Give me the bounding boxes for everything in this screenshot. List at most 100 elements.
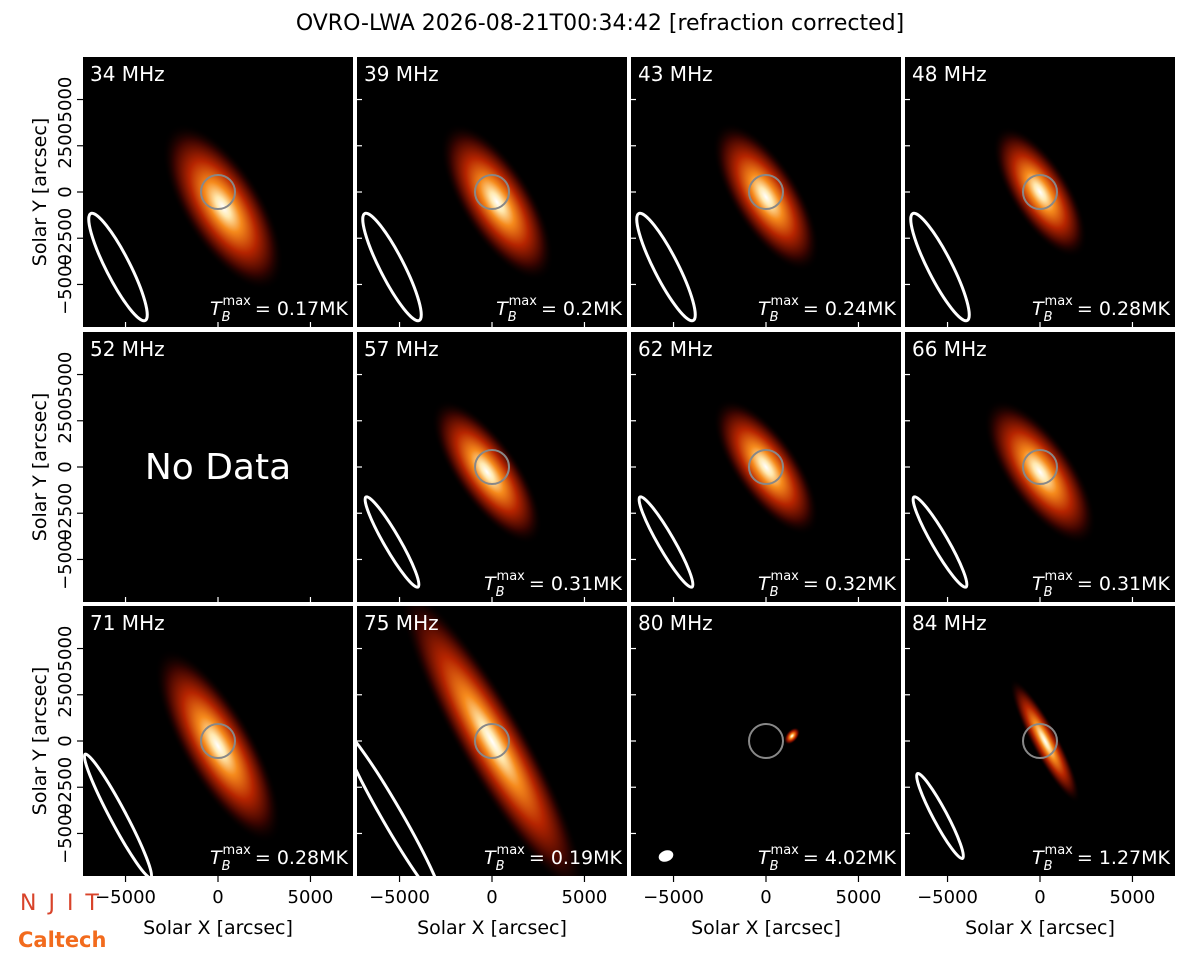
frequency-label: 48 MHz	[912, 62, 987, 86]
tb-max: TBmax = 0.2MK	[496, 294, 622, 325]
x-tick-label: −5000	[917, 887, 978, 908]
tb-sub: B	[1044, 859, 1053, 874]
emission	[713, 398, 819, 536]
x-tick-label: −5000	[95, 887, 156, 908]
y-tick-label: −5000	[55, 529, 76, 590]
tb-symbol: T	[210, 298, 223, 320]
tb-sub: B	[496, 859, 505, 874]
x-tick-label: 0	[212, 887, 223, 908]
y-tick-label: 0	[55, 735, 76, 746]
panel: 66 MHz TBmax = 0.31MK	[905, 332, 1175, 602]
beam	[658, 850, 674, 862]
tb-sub: B	[222, 859, 231, 874]
y-tick-label: 5000	[55, 626, 76, 672]
panel-background	[83, 332, 353, 602]
tb-max: TBmax = 1.27MK	[1032, 843, 1171, 874]
tb-max: TBmax = 0.31MK	[484, 569, 623, 600]
image-area	[357, 606, 585, 876]
emission	[154, 649, 282, 843]
tb-symbol: T	[758, 298, 771, 320]
panel-background	[631, 606, 901, 876]
tb-max: TBmax = 0.28MK	[1032, 294, 1171, 325]
logo: NJIT	[20, 891, 111, 916]
tb-value: = 0.17MK	[255, 298, 349, 320]
beam	[361, 211, 423, 323]
x-tick-label: 5000	[562, 887, 608, 908]
tb-sup: max	[509, 294, 538, 309]
x-tick-label: 5000	[836, 887, 882, 908]
tb-max: TBmax = 4.02MK	[758, 843, 897, 874]
frequency-label: 66 MHz	[912, 337, 987, 361]
tb-symbol: T	[758, 847, 771, 869]
image-area	[909, 126, 1088, 323]
tb-sup: max	[771, 294, 800, 309]
beam	[635, 211, 697, 323]
frequency-label: 39 MHz	[364, 62, 439, 86]
x-tick-label: 5000	[288, 887, 334, 908]
emission	[399, 606, 585, 876]
logo: Caltech	[18, 928, 106, 952]
y-tick-label: −5000	[55, 803, 76, 864]
image-area	[658, 723, 800, 862]
tb-symbol: T	[1032, 298, 1045, 320]
tb-sup: max	[223, 294, 252, 309]
panel: 80 MHz TBmax = 4.02MK −5000 0 5000 Solar X [ar…	[631, 606, 901, 939]
tb-sub: B	[1044, 585, 1053, 600]
tb-max: TBmax = 0.17MK	[210, 294, 349, 325]
y-tick-label: −2500	[55, 208, 76, 269]
tb-sub: B	[496, 585, 505, 600]
tb-max: TBmax = 0.32MK	[758, 569, 897, 600]
tb-value: = 0.32MK	[803, 573, 897, 595]
image-area	[911, 399, 1097, 589]
tb-sup: max	[771, 843, 800, 858]
tb-sup: max	[223, 843, 252, 858]
beam	[911, 495, 969, 589]
tb-sup: max	[497, 843, 526, 858]
solar-disk	[748, 449, 784, 485]
image-area	[915, 678, 1081, 861]
beam	[83, 752, 154, 876]
tb-sup: max	[1045, 569, 1074, 584]
tb-value: = 0.28MK	[1077, 298, 1171, 320]
tb-value: = 0.24MK	[803, 298, 897, 320]
tb-sub: B	[508, 310, 517, 325]
x-tick-label: −5000	[369, 887, 430, 908]
solar-disk	[748, 174, 784, 210]
panel: 62 MHz TBmax = 0.32MK	[631, 332, 901, 602]
tb-value: = 0.19MK	[529, 847, 623, 869]
y-tick-label: −2500	[55, 483, 76, 544]
tb-sub: B	[770, 585, 779, 600]
y-tick-label: 2500	[55, 672, 76, 718]
y-axis-label: Solar Y [arcsec]	[29, 667, 51, 815]
frequency-label: 84 MHz	[912, 611, 987, 635]
x-tick-label: 0	[760, 887, 771, 908]
beam	[909, 211, 971, 323]
y-tick-label: 0	[55, 186, 76, 197]
image-area	[363, 399, 543, 589]
frequency-label: 34 MHz	[90, 62, 165, 86]
tb-value: = 0.31MK	[529, 573, 623, 595]
tb-symbol: T	[484, 847, 497, 869]
x-axis-label: Solar X [arcsec]	[417, 917, 567, 939]
y-tick-label: 2500	[55, 398, 76, 444]
tb-max: TBmax = 0.28MK	[210, 843, 349, 874]
beam	[357, 727, 445, 876]
solar-disk	[200, 174, 236, 210]
tb-value: = 0.2MK	[541, 298, 623, 320]
tb-value: = 0.28MK	[255, 847, 349, 869]
y-axis-label: Solar Y [arcsec]	[29, 118, 51, 266]
frequency-label: 62 MHz	[638, 337, 713, 361]
x-tick-label: 5000	[1110, 887, 1156, 908]
x-tick-label: 0	[486, 887, 497, 908]
x-tick-label: −5000	[643, 887, 704, 908]
frequency-label: 75 MHz	[364, 611, 439, 635]
tb-max: TBmax = 0.19MK	[484, 843, 623, 874]
solar-disk	[474, 723, 510, 759]
frequency-label: 80 MHz	[638, 611, 713, 635]
emission	[440, 123, 554, 281]
tb-value: = 4.02MK	[803, 847, 897, 869]
solar-disk	[474, 174, 510, 210]
tb-sup: max	[771, 569, 800, 584]
